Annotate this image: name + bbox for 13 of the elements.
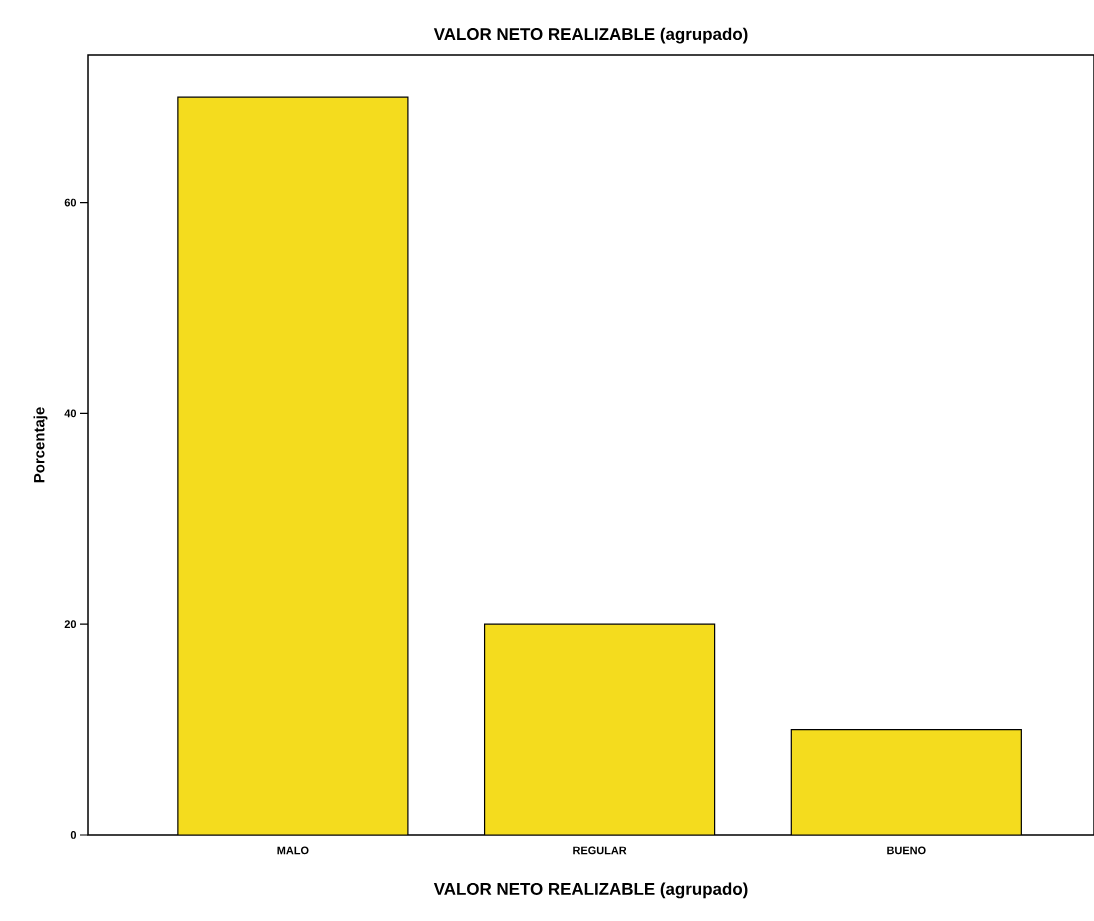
x-tick-label: REGULAR (573, 846, 627, 855)
chart-title: VALOR NETO REALIZABLE (agrupado) (433, 27, 748, 44)
bar (483, 623, 716, 835)
y-axis-title: Porcentaje (33, 407, 48, 483)
bar (790, 728, 1022, 835)
x-tick-label: MALO (277, 846, 309, 855)
y-tick-label: 40 (64, 409, 77, 418)
y-tick-label: 60 (64, 198, 77, 207)
bar (177, 97, 408, 835)
y-tick-label: 20 (64, 620, 77, 629)
x-tick-label: BUENO (887, 846, 926, 855)
x-axis-title: VALOR NETO REALIZABLE (agrupado) (433, 882, 748, 899)
y-tick-label: 0 (70, 831, 77, 839)
